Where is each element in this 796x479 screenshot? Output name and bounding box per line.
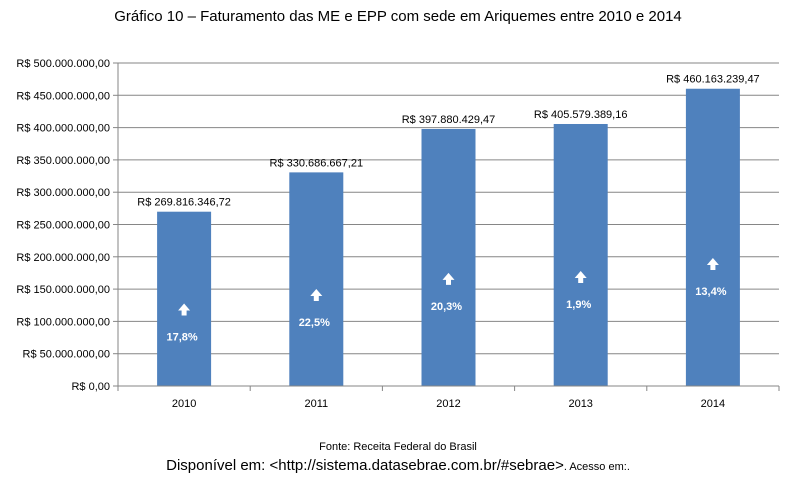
growth-label: 17,8% (166, 332, 197, 344)
up-arrow-icon (442, 272, 455, 285)
bars (157, 88, 740, 386)
bar (289, 172, 344, 386)
up-arrow-icon (574, 271, 587, 284)
bar (157, 211, 212, 386)
y-tick-label: R$ 500.000.000,00 (16, 58, 110, 70)
up-arrow-shape (574, 271, 587, 284)
up-arrow-icon (706, 258, 719, 271)
axes (113, 62, 780, 391)
growth-annotations: 17,8% 22,5% 20,3% 1,9% 13,4% (166, 258, 727, 344)
source-note: Fonte: Receita Federal do Brasil (319, 441, 477, 453)
up-arrow-shape (178, 303, 191, 316)
growth-label: 22,5% (299, 317, 330, 329)
y-tick-label: R$ 150.000.000,00 (16, 284, 110, 296)
y-tick-label: R$ 250.000.000,00 (16, 220, 110, 232)
up-arrow-shape (706, 258, 719, 271)
y-tick-label: R$ 300.000.000,00 (16, 187, 110, 199)
y-tick-label: R$ 450.000.000,00 (16, 90, 110, 102)
y-tick-label: R$ 100.000.000,00 (16, 316, 110, 328)
availability-link-text: Disponível em: <http://sistema.datasebra… (166, 457, 564, 474)
x-tick-label: 2013 (568, 398, 592, 410)
chart-title: Gráfico 10 – Faturamento das ME e EPP co… (114, 8, 682, 25)
x-tick-label: 2012 (436, 398, 460, 410)
availability-note: Disponível em: <http://sistema.datasebra… (0, 457, 796, 474)
x-tick-label: 2014 (701, 398, 725, 410)
up-arrow-icon (310, 288, 323, 301)
access-date-text: . Acesso em:. (563, 461, 630, 473)
data-label: R$ 269.816.346,72 (137, 197, 231, 209)
y-tick-label: R$ 200.000.000,00 (16, 252, 110, 264)
data-label: R$ 397.880.429,47 (402, 114, 496, 126)
data-label: R$ 330.686.667,21 (270, 157, 364, 169)
y-tick-label: R$ 400.000.000,00 (16, 123, 110, 135)
growth-label: 20,3% (431, 301, 462, 313)
bar (685, 88, 740, 386)
bar (553, 123, 608, 386)
growth-label: 13,4% (695, 286, 726, 298)
y-tick-label: R$ 0,00 (71, 381, 110, 393)
x-axis-tick-labels: 2010 2011 2012 2013 2014 (172, 398, 725, 410)
x-tick-label: 2011 (304, 398, 328, 410)
up-arrow-shape (310, 288, 323, 301)
x-tick-label: 2010 (172, 398, 196, 410)
y-axis-tick-labels: R$ 0,00 R$ 50.000.000,00 R$ 100.000.000,00… (16, 58, 110, 393)
up-arrow-icon (178, 303, 191, 316)
data-labels: R$ 269.816.346,72 R$ 330.686.667,21 R$ 397… (137, 74, 759, 209)
y-tick-label: R$ 50.000.000,00 (23, 349, 110, 361)
y-tick-label: R$ 350.000.000,00 (16, 155, 110, 167)
growth-label: 1,9% (566, 299, 591, 311)
data-label: R$ 405.579.389,16 (534, 109, 628, 121)
up-arrow-shape (442, 272, 455, 285)
data-label: R$ 460.163.239,47 (666, 74, 760, 86)
bar (421, 128, 476, 386)
